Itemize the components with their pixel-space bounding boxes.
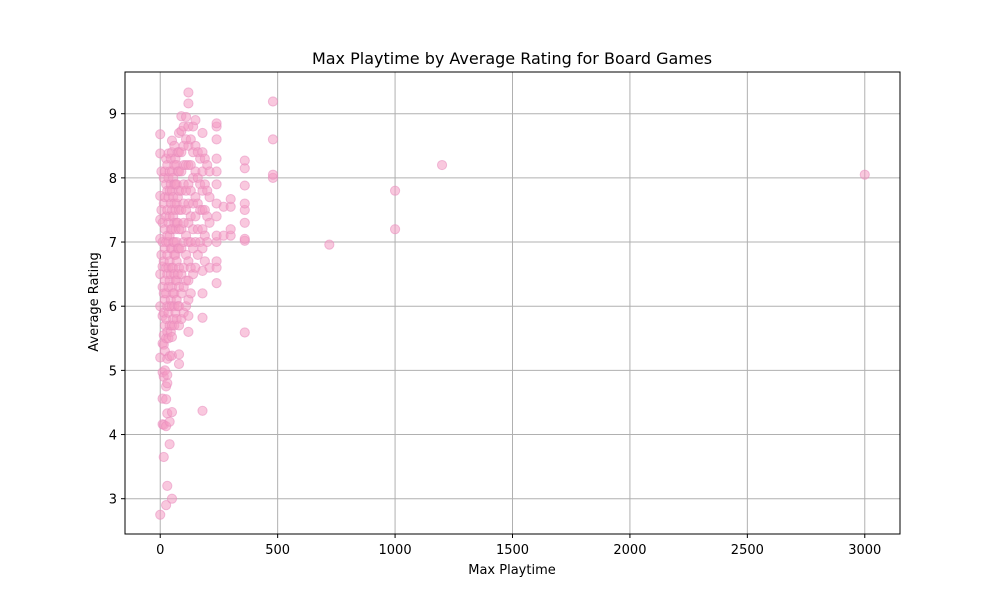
data-point (211, 134, 222, 145)
data-point (173, 349, 185, 360)
data-point (166, 493, 178, 504)
data-point (190, 115, 201, 126)
data-point (155, 129, 166, 140)
x-tick-label: 1000 (379, 543, 412, 558)
data-point (162, 369, 173, 380)
data-point (183, 326, 194, 337)
data-point (211, 278, 222, 289)
data-point (267, 96, 279, 107)
data-points (155, 87, 870, 520)
x-tick-label: 500 (265, 543, 290, 558)
x-tick-label: 2000 (613, 543, 646, 558)
axis-ticks: 0 500 1000 1500 2000 2500 3000 3 4 5 6 7 8 9 (109, 108, 882, 558)
x-tick-label: 2500 (731, 543, 764, 558)
data-point (162, 378, 173, 389)
data-point (211, 153, 222, 164)
data-point (211, 179, 222, 190)
data-point (160, 500, 172, 511)
chart-title: Max Playtime by Average Rating for Board… (312, 49, 712, 68)
data-point (211, 166, 222, 177)
data-point (185, 288, 196, 299)
data-point (436, 159, 448, 171)
data-point (158, 451, 169, 463)
data-point (859, 169, 870, 180)
y-tick-label: 8 (109, 172, 117, 187)
y-tick-label: 6 (109, 300, 117, 315)
data-point (180, 111, 192, 123)
x-tick-label: 3000 (848, 543, 881, 558)
data-point (166, 331, 178, 343)
data-point (239, 198, 250, 209)
data-point (197, 288, 208, 299)
data-point (155, 509, 166, 520)
x-axis-label: Max Playtime (468, 563, 556, 578)
data-point (173, 358, 185, 370)
data-point (267, 134, 279, 145)
data-point (267, 169, 279, 180)
data-point (389, 185, 401, 196)
data-point (197, 405, 208, 416)
y-tick-label: 5 (109, 364, 117, 379)
data-point (197, 127, 208, 139)
data-point (166, 406, 178, 418)
y-tick-label: 4 (109, 429, 117, 444)
data-point (225, 193, 236, 205)
data-point (183, 98, 194, 109)
data-point (211, 211, 222, 222)
data-point (160, 394, 172, 405)
data-point (239, 217, 250, 228)
data-point (324, 239, 335, 250)
data-point (197, 312, 208, 323)
y-axis-label: Average Rating (87, 252, 102, 351)
data-point (162, 480, 173, 491)
data-point (239, 233, 250, 244)
y-tick-label: 9 (109, 108, 117, 123)
data-point (239, 180, 250, 191)
data-point (225, 224, 236, 235)
data-point (211, 118, 222, 129)
data-point (239, 327, 250, 338)
y-tick-label: 7 (109, 236, 117, 251)
grid-lines (125, 72, 900, 534)
data-point (211, 256, 222, 267)
data-point (183, 87, 194, 98)
data-point (389, 224, 401, 235)
data-point (202, 236, 213, 248)
data-point (164, 416, 175, 427)
data-point (239, 155, 250, 166)
data-point (204, 217, 215, 228)
x-tick-label: 1500 (496, 543, 529, 558)
x-tick-label: 0 (156, 543, 164, 558)
y-tick-label: 3 (109, 493, 117, 508)
data-point (204, 192, 215, 203)
data-point (183, 310, 194, 321)
data-point (164, 439, 175, 450)
